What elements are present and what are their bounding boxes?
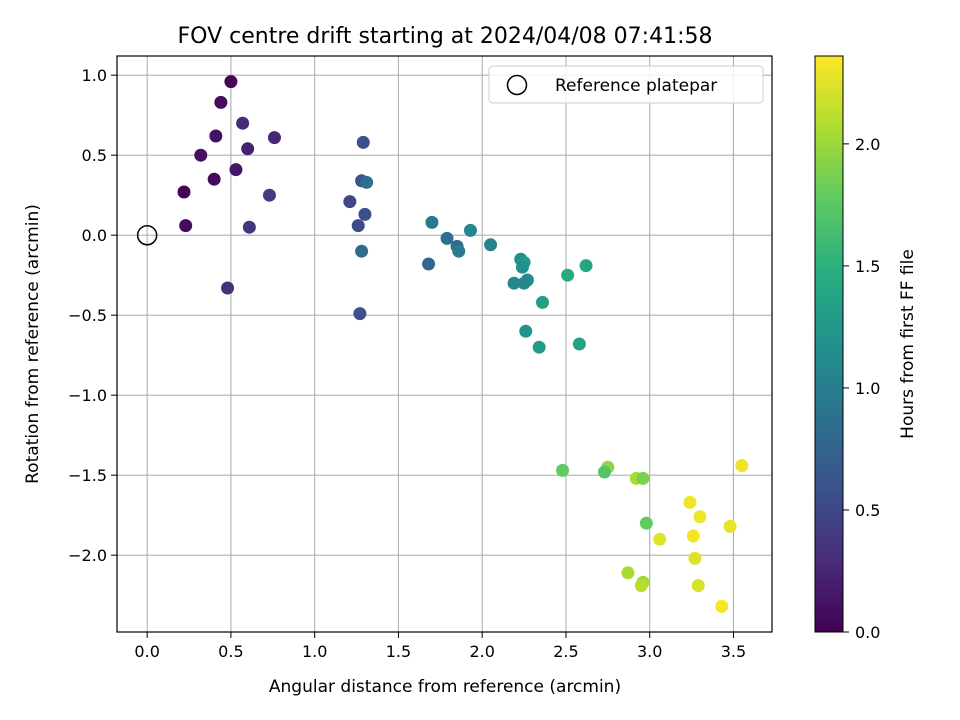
data-point	[693, 510, 707, 524]
colorbar-label: Hours from first FF file	[898, 249, 918, 439]
y-tick-label: −0.5	[68, 306, 107, 325]
y-tick-label: −1.5	[68, 466, 107, 485]
data-point	[723, 519, 737, 533]
data-point	[179, 219, 193, 233]
colorbar-tick-label: 2.0	[855, 135, 880, 154]
data-point	[214, 95, 228, 109]
y-tick-label: −1.0	[68, 386, 107, 405]
data-point	[639, 516, 653, 530]
x-tick-label: 3.5	[721, 642, 746, 661]
x-tick-label: 2.0	[469, 642, 494, 661]
y-tick-label: 0.5	[82, 146, 107, 165]
data-point	[686, 529, 700, 543]
data-point	[636, 471, 650, 485]
data-point	[735, 459, 749, 473]
data-point	[422, 257, 436, 271]
x-tick-label: 1.0	[302, 642, 327, 661]
x-axis-ticks: 0.0 0.5 1.0 1.5 2.0 2.5 3.0 3.5	[134, 632, 746, 661]
data-point	[597, 465, 611, 479]
x-tick-label: 3.0	[637, 642, 662, 661]
y-axis-label: Rotation from reference (arcmin)	[23, 204, 43, 484]
data-point	[572, 337, 586, 351]
data-point	[360, 175, 374, 189]
data-point	[688, 551, 702, 565]
data-points	[177, 75, 749, 613]
data-point	[241, 142, 255, 156]
data-point	[358, 207, 372, 221]
data-point	[242, 220, 256, 234]
colorbar-tick-label: 1.5	[855, 257, 880, 276]
y-tick-label: 1.0	[82, 66, 107, 85]
data-point	[343, 195, 357, 209]
data-point	[194, 148, 208, 162]
y-tick-label: −2.0	[68, 546, 107, 565]
x-tick-label: 1.5	[386, 642, 411, 661]
data-point	[507, 276, 521, 290]
data-point	[683, 495, 697, 509]
legend-box	[488, 65, 764, 104]
data-point	[221, 281, 235, 295]
data-point	[519, 324, 533, 338]
y-axis-ticks: 1.0 0.5 0.0 −0.5 −1.0 −1.5 −2.0	[68, 66, 117, 565]
data-point	[209, 129, 223, 143]
data-point	[229, 163, 243, 177]
data-point	[425, 215, 439, 229]
data-point	[463, 223, 477, 237]
x-tick-label: 0.5	[218, 642, 243, 661]
data-point	[515, 260, 529, 274]
data-point	[177, 185, 191, 199]
data-point	[452, 244, 466, 258]
data-point	[715, 599, 729, 613]
data-point	[355, 244, 369, 258]
data-point	[561, 268, 575, 282]
data-point	[653, 532, 667, 546]
data-point	[224, 75, 238, 89]
legend: Reference platepar	[488, 65, 764, 104]
x-tick-label: 2.5	[553, 642, 578, 661]
data-point	[691, 579, 705, 593]
data-point	[579, 259, 593, 273]
colorbar-tick-label: 0.0	[855, 623, 880, 642]
data-point	[556, 463, 570, 477]
data-point	[484, 238, 498, 252]
reference-point	[136, 224, 158, 246]
data-point	[262, 188, 276, 202]
data-point	[267, 131, 281, 145]
data-point	[356, 135, 370, 149]
x-axis-label: Angular distance from reference (arcmin)	[269, 677, 621, 697]
data-point	[517, 276, 531, 290]
data-point	[351, 219, 365, 233]
reference-marker	[136, 224, 158, 246]
colorbar-tick-label: 1.0	[855, 379, 880, 398]
data-point	[440, 231, 454, 245]
data-point	[535, 295, 549, 309]
data-point	[207, 172, 221, 186]
colorbar-tick-label: 0.5	[855, 501, 880, 520]
legend-entry-reference-platepar: Reference platepar	[555, 76, 717, 96]
data-point	[532, 340, 546, 354]
y-tick-label: 0.0	[82, 226, 107, 245]
data-point	[621, 566, 635, 580]
grid-lines	[117, 56, 772, 632]
chart-title: FOV centre drift starting at 2024/04/08 …	[178, 24, 713, 49]
colorbar-ticks: 0.0 0.5 1.0 1.5 2.0	[843, 135, 880, 642]
plot-frame	[116, 55, 773, 633]
data-point	[634, 579, 648, 593]
x-tick-label: 0.0	[134, 642, 159, 661]
colorbar	[814, 55, 844, 633]
legend-marker-icon	[506, 74, 528, 96]
data-point	[353, 307, 367, 321]
data-point	[236, 116, 250, 130]
